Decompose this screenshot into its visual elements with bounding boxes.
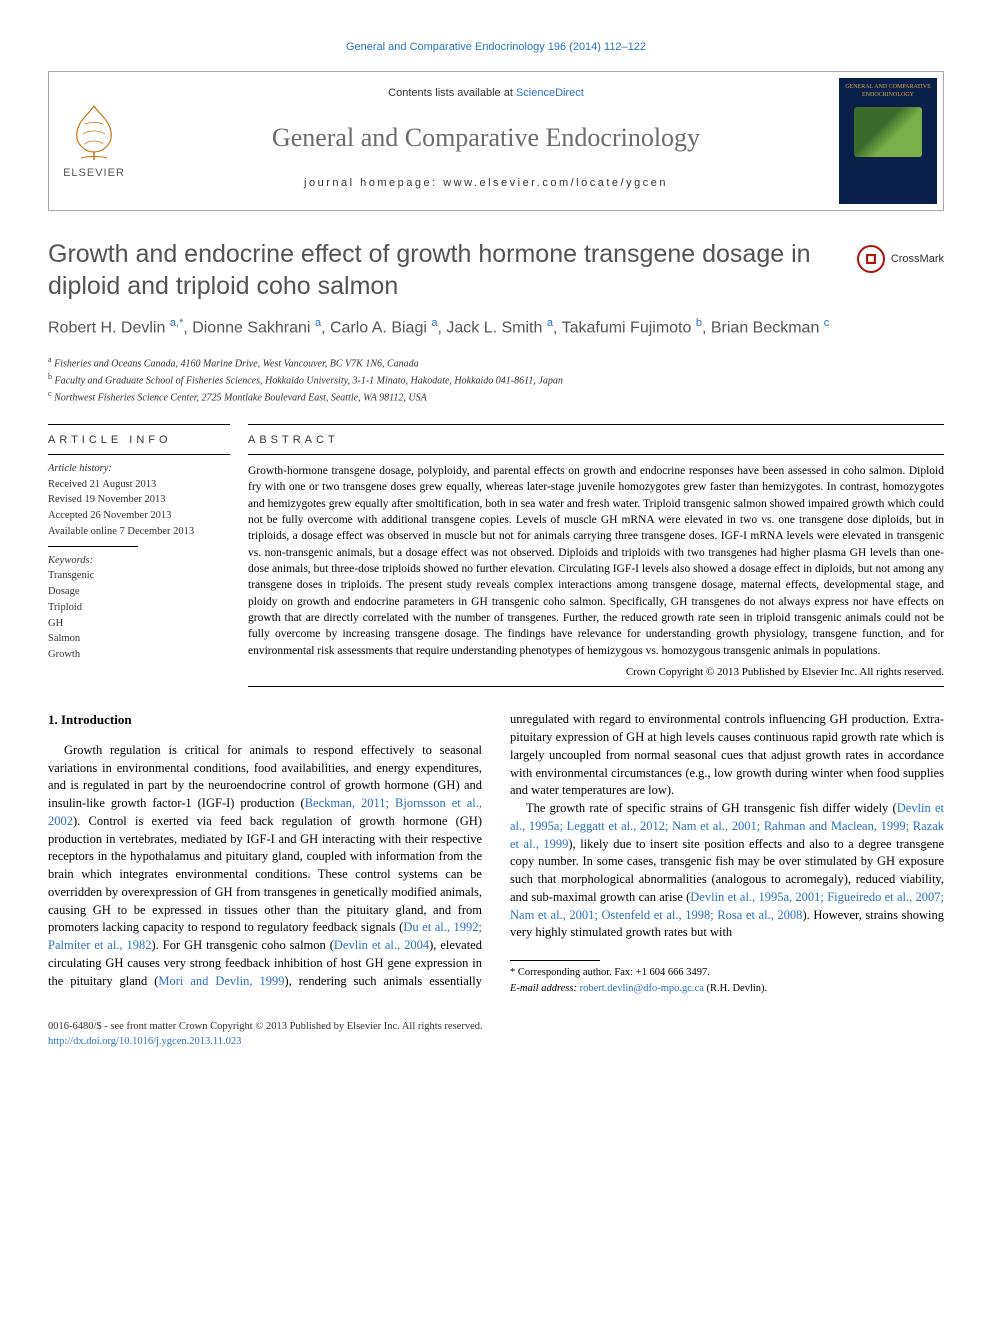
journal-citation-link[interactable]: General and Comparative Endocrinology 19… bbox=[48, 40, 944, 55]
footer-copyright: 0016-6480/$ - see front matter Crown Cop… bbox=[48, 1019, 944, 1035]
history-label: Article history: bbox=[48, 463, 112, 474]
elsevier-label: ELSEVIER bbox=[63, 166, 125, 181]
article-body: 1. Introduction Growth regulation is cri… bbox=[48, 711, 944, 996]
article-info-column: ARTICLE INFO Article history: Received 2… bbox=[48, 424, 248, 688]
journal-header: ELSEVIER Contents lists available at Sci… bbox=[48, 71, 944, 211]
journal-cover-thumbnail[interactable]: GENERAL AND COMPARATIVE ENDOCRINOLOGY bbox=[839, 78, 937, 204]
email-label: E-mail address: bbox=[510, 983, 580, 994]
abstract-column: ABSTRACT Growth-hormone transgene dosage… bbox=[248, 424, 944, 688]
corresponding-author: * Corresponding author. Fax: +1 604 666 … bbox=[510, 960, 944, 997]
contents-line: Contents lists available at ScienceDirec… bbox=[388, 86, 584, 101]
keywords-block: Keywords: TransgenicDosageTriploidGHSalm… bbox=[48, 547, 230, 669]
abstract-text: Growth-hormone transgene dosage, polyplo… bbox=[248, 455, 944, 659]
article-history: Article history: Received 21 August 2013… bbox=[48, 455, 230, 546]
citation-link[interactable]: Mori and Devlin, 1999 bbox=[158, 974, 284, 988]
sciencedirect-link[interactable]: ScienceDirect bbox=[516, 87, 584, 99]
elsevier-logo[interactable]: ELSEVIER bbox=[49, 72, 139, 210]
authors: Robert H. Devlin a,*, Dionne Sakhrani a,… bbox=[48, 316, 944, 340]
crossmark-badge[interactable]: CrossMark bbox=[857, 245, 944, 273]
affiliations: a Fisheries and Oceans Canada, 4160 Mari… bbox=[48, 354, 944, 406]
journal-homepage[interactable]: journal homepage: www.elsevier.com/locat… bbox=[304, 176, 668, 191]
journal-cover-title: GENERAL AND COMPARATIVE ENDOCRINOLOGY bbox=[845, 84, 931, 98]
keywords-label: Keywords: bbox=[48, 555, 93, 566]
journal-name: General and Comparative Endocrinology bbox=[272, 120, 700, 156]
intro-paragraph-2: The growth rate of specific strains of G… bbox=[510, 800, 944, 942]
corresponding-name: (R.H. Devlin). bbox=[704, 983, 767, 994]
corresponding-email-link[interactable]: robert.devlin@dfo-mpo.gc.ca bbox=[580, 983, 704, 994]
crossmark-label: CrossMark bbox=[891, 252, 944, 267]
journal-cover-image bbox=[854, 107, 923, 157]
contents-prefix: Contents lists available at bbox=[388, 87, 516, 99]
abstract-head: ABSTRACT bbox=[248, 425, 944, 454]
citation-link[interactable]: Devlin et al., 2004 bbox=[334, 938, 429, 952]
footer-doi-link[interactable]: http://dx.doi.org/10.1016/j.ygcen.2013.1… bbox=[48, 1034, 944, 1050]
page-footer: 0016-6480/$ - see front matter Crown Cop… bbox=[48, 1019, 944, 1051]
article-info-head: ARTICLE INFO bbox=[48, 425, 230, 454]
section-heading-intro: 1. Introduction bbox=[48, 711, 482, 729]
elsevier-tree-icon bbox=[67, 102, 121, 162]
corresponding-fax: * Corresponding author. Fax: +1 604 666 … bbox=[510, 965, 944, 981]
abstract-copyright: Crown Copyright © 2013 Published by Else… bbox=[248, 665, 944, 680]
journal-header-center: Contents lists available at ScienceDirec… bbox=[139, 72, 833, 210]
article-title: Growth and endocrine effect of growth ho… bbox=[48, 239, 837, 302]
crossmark-icon bbox=[857, 245, 885, 273]
